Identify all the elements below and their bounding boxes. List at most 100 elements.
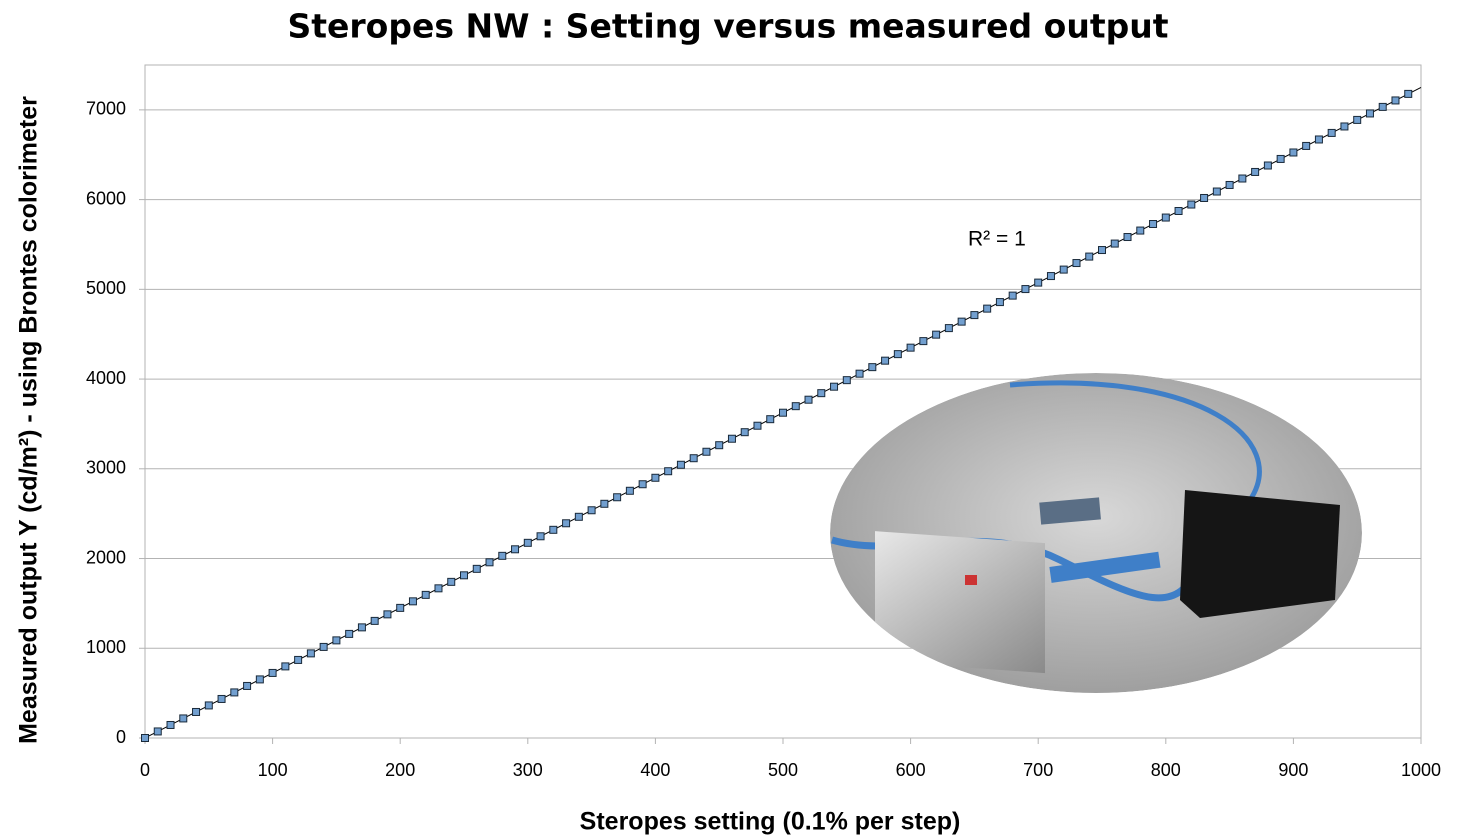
point xyxy=(1225,180,1234,189)
point xyxy=(919,337,928,346)
point xyxy=(345,629,354,638)
point xyxy=(727,434,736,443)
point xyxy=(1072,259,1081,268)
y-tick-label: 5000 xyxy=(86,278,126,298)
point xyxy=(179,714,188,723)
point xyxy=(217,694,226,703)
point xyxy=(970,311,979,320)
point xyxy=(536,532,545,541)
x-tick-label: 500 xyxy=(768,760,798,780)
point xyxy=(230,688,239,697)
point xyxy=(1149,220,1158,229)
x-tick-label: 400 xyxy=(640,760,670,780)
point xyxy=(1136,226,1145,235)
point xyxy=(842,376,851,385)
point xyxy=(906,343,915,352)
annotation: R² = 1 xyxy=(968,228,1026,251)
point xyxy=(485,558,494,567)
point xyxy=(1021,285,1030,294)
point xyxy=(1161,213,1170,222)
point xyxy=(1353,115,1362,124)
point xyxy=(1365,109,1374,118)
point xyxy=(1046,272,1055,281)
point xyxy=(281,662,290,671)
point xyxy=(1098,246,1106,255)
point xyxy=(192,707,201,716)
point xyxy=(460,571,468,580)
point xyxy=(766,415,775,424)
point xyxy=(1289,148,1298,157)
point xyxy=(1391,96,1400,105)
plot-frame xyxy=(144,64,1422,739)
x-tick-label: 100 xyxy=(258,760,288,780)
point xyxy=(1034,278,1043,287)
y-tick-label: 6000 xyxy=(86,188,126,208)
point xyxy=(434,584,443,593)
point xyxy=(893,350,902,359)
point xyxy=(791,402,800,411)
point xyxy=(511,545,520,554)
point xyxy=(983,304,992,313)
point xyxy=(1251,167,1260,176)
point xyxy=(166,720,175,729)
point xyxy=(498,551,507,560)
point xyxy=(651,473,660,482)
point xyxy=(472,564,481,573)
x-axis-title: Steropes setting (0.1% per step) xyxy=(580,808,961,836)
point xyxy=(957,317,966,326)
y-tick-label: 0 xyxy=(116,727,126,747)
point xyxy=(1327,128,1336,137)
point xyxy=(294,655,303,664)
point xyxy=(421,590,430,599)
point xyxy=(1110,239,1119,248)
point xyxy=(587,506,596,515)
point xyxy=(370,616,379,625)
point xyxy=(740,428,749,437)
point xyxy=(995,298,1004,307)
point xyxy=(881,356,890,365)
point xyxy=(600,499,609,508)
point xyxy=(817,389,826,398)
x-tick-label: 300 xyxy=(513,760,543,780)
point xyxy=(830,382,839,391)
point xyxy=(306,649,315,658)
point xyxy=(1187,200,1196,209)
point xyxy=(153,727,162,736)
point xyxy=(1174,206,1183,215)
point xyxy=(868,363,877,372)
point xyxy=(804,395,813,404)
point xyxy=(779,408,787,417)
point xyxy=(702,447,711,456)
point xyxy=(1263,161,1272,170)
point xyxy=(562,519,571,528)
x-tick-label: 1000 xyxy=(1401,760,1441,780)
chart-title: Steropes NW : Setting versus measured ou… xyxy=(287,7,1168,46)
point xyxy=(715,441,724,450)
point xyxy=(1212,187,1221,196)
point xyxy=(1085,252,1094,261)
point xyxy=(1238,174,1247,183)
y-tick-label: 3000 xyxy=(86,458,126,478)
x-tick-label: 800 xyxy=(1151,760,1181,780)
point xyxy=(1276,154,1285,163)
point xyxy=(1340,122,1349,131)
point xyxy=(625,486,634,495)
point xyxy=(1378,102,1387,111)
point xyxy=(268,668,277,677)
point xyxy=(1404,89,1413,98)
point xyxy=(664,467,673,476)
y-tick-label: 7000 xyxy=(86,99,126,119)
point xyxy=(332,636,341,645)
point xyxy=(255,675,264,684)
point xyxy=(944,324,953,333)
point xyxy=(357,623,366,632)
y-tick-label: 2000 xyxy=(86,547,126,567)
point xyxy=(638,480,647,489)
y-tick-label: 1000 xyxy=(86,637,126,657)
x-tick-label: 700 xyxy=(1023,760,1053,780)
point xyxy=(319,642,328,651)
point xyxy=(1008,291,1017,300)
point xyxy=(243,681,252,690)
